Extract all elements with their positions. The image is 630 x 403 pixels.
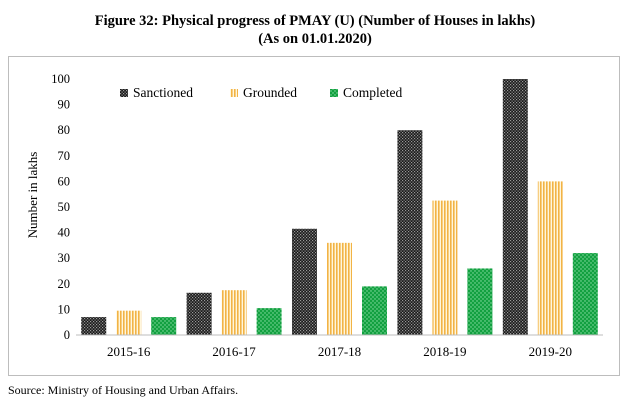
- y-axis-label: Number in lakhs: [25, 152, 40, 239]
- x-tick-label: 2019-20: [529, 344, 572, 359]
- y-tick-label: 90: [58, 98, 71, 112]
- bar-grounded-2015-16: [116, 310, 142, 335]
- y-tick-label: 70: [58, 149, 71, 163]
- legend-label-sanctioned: Sanctioned: [133, 85, 193, 100]
- legend-swatch-grounded: [230, 89, 238, 97]
- y-tick-label: 50: [58, 200, 71, 214]
- legend-label-completed: Completed: [343, 85, 402, 100]
- y-tick-label: 30: [58, 251, 71, 265]
- chart-frame: [8, 56, 620, 376]
- x-tick-label: 2018-19: [423, 344, 466, 359]
- bar-grounded-2016-17: [221, 290, 247, 335]
- bar-sanctioned-2016-17: [186, 292, 212, 335]
- bar-grounded-2018-19: [432, 200, 458, 335]
- y-tick-label: 20: [58, 277, 71, 291]
- bar-grounded-2017-18: [327, 242, 352, 335]
- y-tick-label: 80: [58, 123, 71, 137]
- y-tick-label: 40: [58, 226, 71, 240]
- legend-label-grounded: Grounded: [243, 85, 297, 100]
- y-tick-label: 10: [58, 302, 71, 316]
- y-tick-label: 60: [58, 174, 71, 188]
- bar-grounded-2019-20: [537, 181, 563, 335]
- y-tick-label: 100: [51, 72, 70, 86]
- chart-subtitle: (As on 01.01.2020): [258, 31, 372, 47]
- source-note: Source: Ministry of Housing and Urban Af…: [8, 383, 239, 397]
- bar-sanctioned-2017-18: [292, 228, 317, 335]
- x-tick-label: 2017-18: [318, 344, 361, 359]
- x-tick-label: 2016-17: [212, 344, 256, 359]
- bar-completed-2017-18: [362, 286, 387, 335]
- bar-sanctioned-2019-20: [502, 79, 528, 335]
- bar-completed-2015-16: [151, 317, 177, 335]
- x-tick-label: 2015-16: [107, 344, 151, 359]
- bar-sanctioned-2018-19: [397, 130, 423, 335]
- bar-sanctioned-2015-16: [81, 317, 107, 335]
- bar-completed-2018-19: [467, 268, 493, 335]
- bar-completed-2016-17: [256, 308, 282, 335]
- chart-title: Figure 32: Physical progress of PMAY (U)…: [94, 13, 536, 29]
- bar-completed-2019-20: [572, 253, 598, 335]
- y-tick-label: 0: [64, 328, 70, 342]
- legend-swatch-completed: [330, 89, 338, 97]
- legend-swatch-sanctioned: [120, 89, 128, 97]
